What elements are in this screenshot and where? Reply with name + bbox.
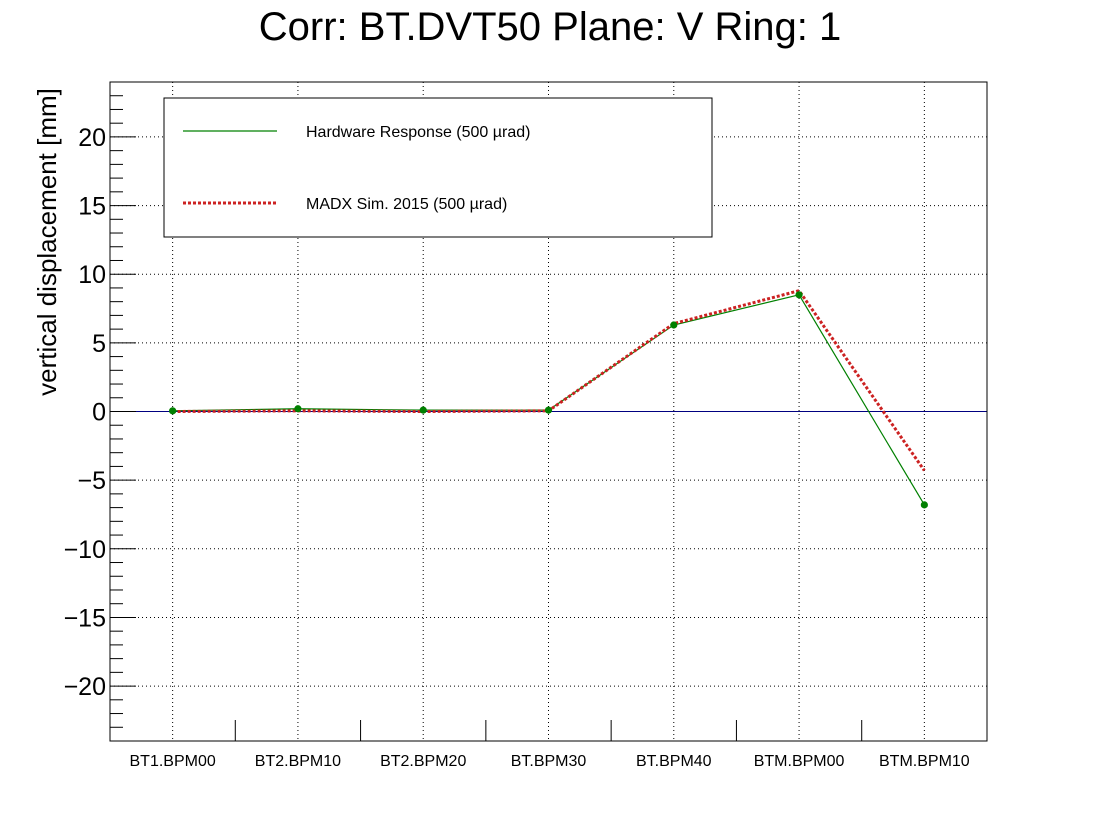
- y-tick-label: −5: [77, 467, 106, 495]
- data-point: [670, 321, 678, 329]
- data-point: [920, 501, 928, 509]
- x-tick-label: BT.BPM40: [636, 753, 712, 770]
- legend-label-1: Hardware Response (500 µrad): [306, 124, 530, 141]
- y-tick-label: 5: [92, 330, 106, 358]
- y-axis-label: vertical displacement [mm]: [32, 88, 62, 396]
- x-tick-label: BT1.BPM00: [130, 753, 216, 770]
- y-tick-label: 0: [92, 399, 106, 427]
- y-tick-label: 10: [78, 261, 106, 289]
- legend-box: [163, 97, 713, 238]
- legend: Hardware Response (500 µrad) MADX Sim. 20…: [163, 97, 713, 238]
- series-group: [169, 288, 928, 509]
- y-tick-label: 15: [78, 193, 106, 221]
- axes: −20 −15 −10 −5 0 5 10 15 20 BT1.BPM00 BT2.BPM10 BT2…: [64, 81, 970, 770]
- chart-title: Corr: BT.DVT50 Plane: V Ring: 1: [259, 5, 841, 49]
- y-tick-label: 20: [78, 124, 106, 152]
- y-tick-label: −20: [64, 673, 106, 701]
- data-point: [294, 405, 302, 413]
- legend-label-2: MADX Sim. 2015 (500 µrad): [306, 196, 507, 213]
- data-point: [419, 406, 427, 414]
- x-tick-label: BTM.BPM00: [754, 753, 845, 770]
- x-tick-label: BTM.BPM10: [879, 753, 970, 770]
- x-tick-label: BT2.BPM20: [380, 753, 466, 770]
- series-line-2: [172, 288, 926, 472]
- data-point: [169, 407, 177, 415]
- data-point: [544, 406, 553, 414]
- y-tick-label: −10: [64, 536, 106, 564]
- data-point: [795, 291, 803, 299]
- x-tick-label: BT2.BPM10: [255, 753, 341, 770]
- x-tick-label: BT.BPM30: [511, 753, 587, 770]
- y-tick-label: −15: [64, 604, 106, 632]
